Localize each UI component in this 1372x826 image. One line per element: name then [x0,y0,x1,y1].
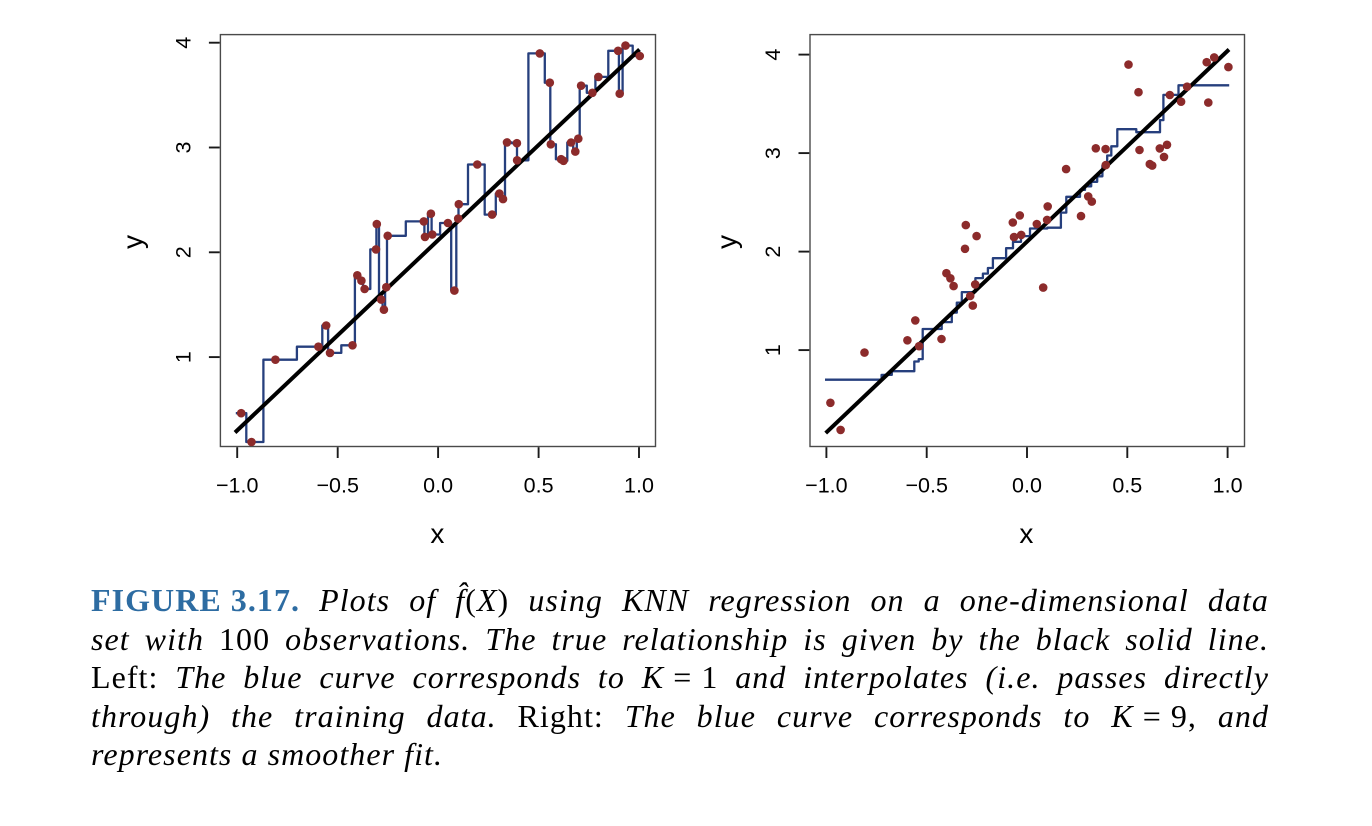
svg-text:1: 1 [171,351,195,363]
svg-text:0.5: 0.5 [1112,473,1142,497]
svg-text:−0.5: −0.5 [905,473,947,497]
svg-text:0.0: 0.0 [423,473,453,497]
svg-text:1.0: 1.0 [1213,473,1243,497]
svg-text:2: 2 [171,246,195,258]
svg-text:1.0: 1.0 [624,473,654,497]
svg-text:3: 3 [171,141,195,153]
svg-text:3: 3 [761,147,785,159]
svg-text:x: x [430,518,444,549]
svg-text:x: x [1019,518,1033,549]
svg-text:2: 2 [761,246,785,258]
svg-text:y: y [117,235,148,249]
svg-text:−0.5: −0.5 [316,473,358,497]
svg-text:4: 4 [171,37,195,49]
svg-text:−1.0: −1.0 [805,473,847,497]
svg-text:−1.0: −1.0 [216,473,258,497]
svg-text:y: y [711,235,742,249]
svg-text:0.5: 0.5 [524,473,554,497]
svg-text:4: 4 [761,49,785,61]
svg-text:1: 1 [761,344,785,356]
svg-text:0.0: 0.0 [1012,473,1042,497]
